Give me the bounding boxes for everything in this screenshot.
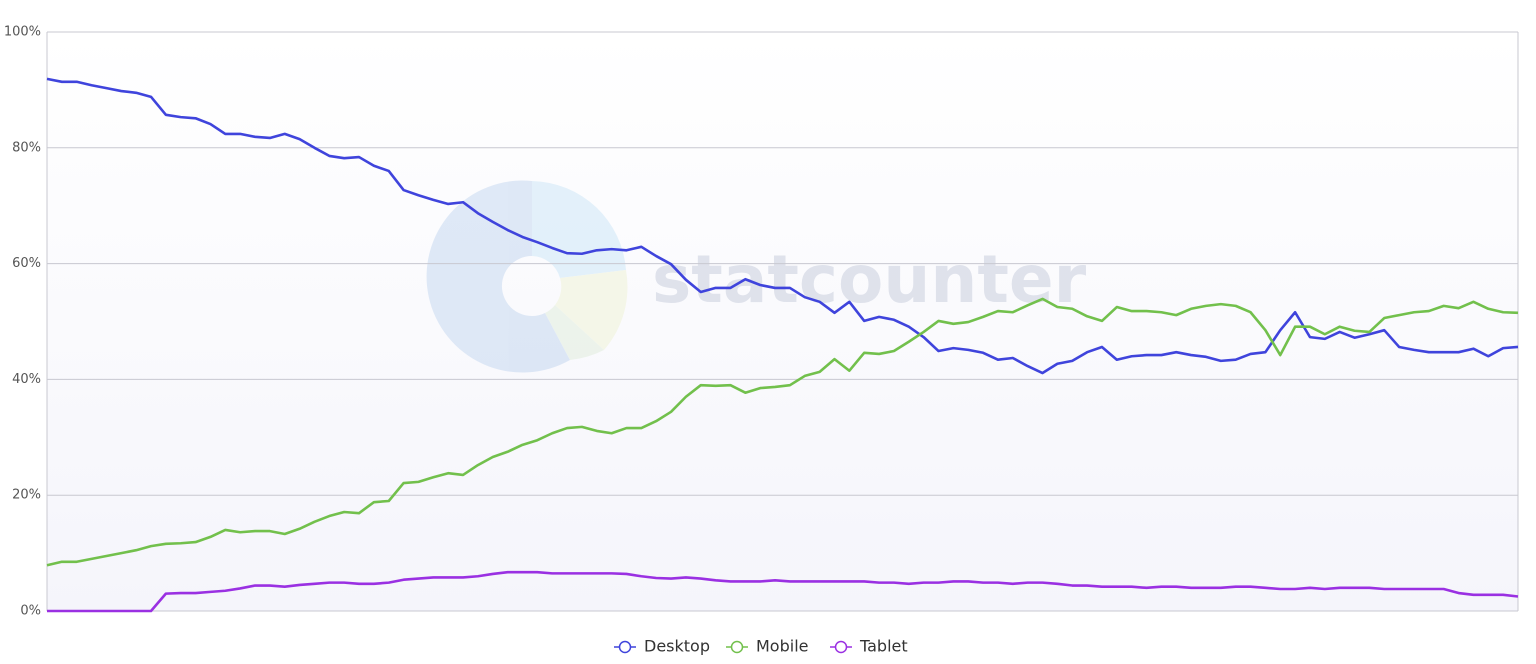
legend-label: Mobile [756, 637, 808, 656]
legend-item[interactable]: Mobile [726, 637, 808, 656]
legend-marker [730, 640, 744, 654]
legend-label: Tablet [859, 637, 908, 656]
series-line [47, 570, 1519, 613]
legend-marker [834, 640, 848, 654]
legend-marker [618, 640, 632, 654]
y-tick-label: 100% [4, 25, 41, 40]
watermark-logo [426, 180, 628, 373]
y-tick-label: 80% [12, 140, 41, 155]
y-tick-label: 40% [12, 372, 41, 387]
y-tick-label: 0% [20, 604, 41, 619]
grid: 0% 20% 40% 60% 80% 100% [4, 25, 1519, 619]
y-tick-label: 20% [12, 488, 41, 503]
legend-item[interactable]: Tablet [830, 637, 908, 656]
watermark: statcounter [652, 241, 1087, 318]
legend-label: Desktop [644, 637, 710, 656]
y-tick-label: 60% [12, 256, 41, 271]
legend-item[interactable]: Desktop [614, 637, 710, 656]
legend[interactable]: Desktop Mobile Tablet [614, 637, 908, 656]
series-line [46, 297, 1519, 567]
lines [46, 77, 1519, 613]
plot-background [47, 32, 1518, 611]
